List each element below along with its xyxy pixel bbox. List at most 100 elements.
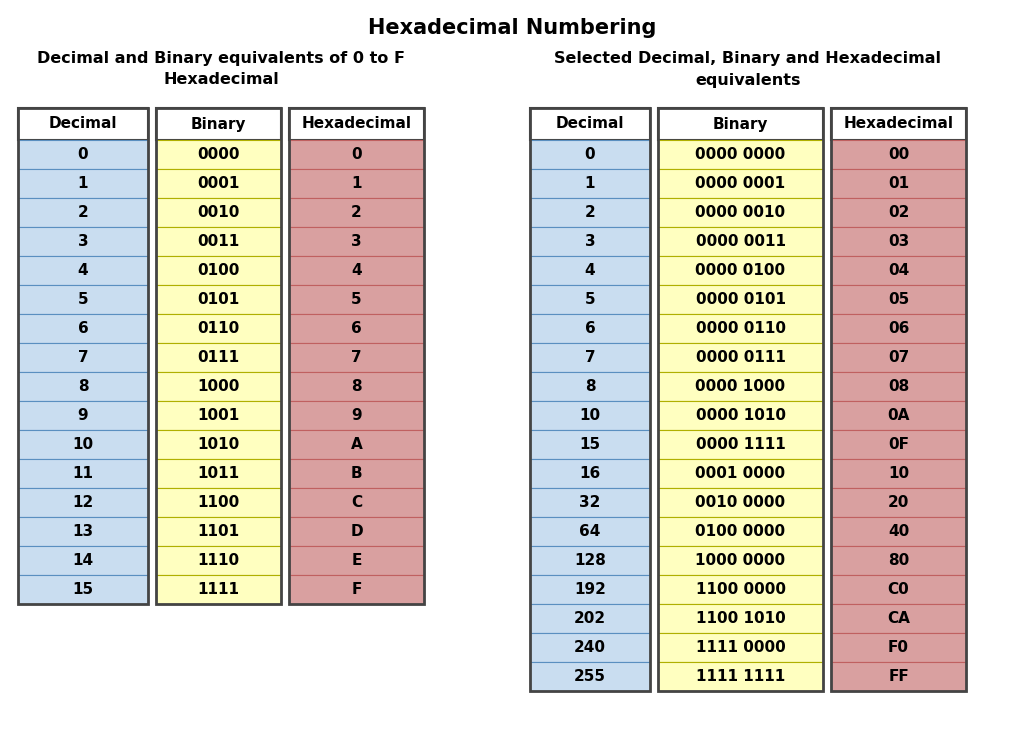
Text: 8: 8 [585,379,595,394]
Bar [658,401,823,430]
Text: 08: 08 [888,379,909,394]
Bar [530,343,650,372]
Bar [18,285,148,314]
Bar [658,604,823,633]
Text: 1100: 1100 [198,495,240,510]
Text: 04: 04 [888,263,909,278]
Bar [156,108,281,604]
Bar [530,662,650,691]
Text: 03: 03 [888,234,909,249]
Bar [289,169,424,198]
Text: 15: 15 [73,582,93,597]
Bar [831,575,966,604]
Bar [18,227,148,256]
Text: F0: F0 [888,640,909,655]
Text: 2: 2 [351,205,361,220]
Text: 7: 7 [351,350,361,365]
Bar [658,140,823,169]
Text: 1111 1111: 1111 1111 [696,669,785,684]
Text: 0: 0 [78,147,88,162]
Bar [658,633,823,662]
Bar [156,575,281,604]
Text: 5: 5 [351,292,361,307]
Text: D: D [350,524,362,539]
Text: equivalents: equivalents [695,72,801,88]
Text: 0: 0 [585,147,595,162]
Text: 6: 6 [78,321,88,336]
Bar [658,314,823,343]
Bar [530,604,650,633]
Bar [658,198,823,227]
Bar [658,227,823,256]
Bar [530,140,650,169]
Text: 14: 14 [73,553,93,568]
Bar [530,169,650,198]
Text: 0000 1010: 0000 1010 [695,408,785,423]
Bar [831,285,966,314]
Text: 6: 6 [351,321,361,336]
Bar [658,430,823,459]
Bar [289,517,424,546]
Bar [658,285,823,314]
Text: 4: 4 [78,263,88,278]
Bar [156,343,281,372]
Bar [831,256,966,285]
Text: 3: 3 [585,234,595,249]
Text: 15: 15 [580,437,600,452]
Bar [530,108,650,140]
Text: 0101: 0101 [198,292,240,307]
Bar [156,256,281,285]
Text: 0000 0011: 0000 0011 [695,234,785,249]
Text: 0000 0111: 0000 0111 [695,350,785,365]
Text: 1000: 1000 [198,379,240,394]
Bar [658,169,823,198]
Bar [831,227,966,256]
Bar [658,546,823,575]
Bar [18,198,148,227]
Bar [530,488,650,517]
Bar [18,488,148,517]
Text: 0000: 0000 [198,147,240,162]
Text: Hexadecimal: Hexadecimal [301,117,412,131]
Bar [530,546,650,575]
Text: 80: 80 [888,553,909,568]
Text: 0100: 0100 [198,263,240,278]
Bar [658,372,823,401]
Bar [658,256,823,285]
Bar [530,227,650,256]
Bar [289,140,424,169]
Bar [658,108,823,691]
Bar [831,401,966,430]
Bar [831,604,966,633]
Text: C: C [351,495,362,510]
Text: 10: 10 [73,437,93,452]
Bar [156,227,281,256]
Text: 7: 7 [585,350,595,365]
Text: 202: 202 [573,611,606,626]
Bar [18,314,148,343]
Bar [831,517,966,546]
Bar [18,108,148,604]
Text: 11: 11 [73,466,93,481]
Text: 32: 32 [580,495,601,510]
Text: 0001: 0001 [198,176,240,191]
Text: 3: 3 [351,234,361,249]
Text: 1110: 1110 [198,553,240,568]
Bar [18,575,148,604]
Bar [18,546,148,575]
Bar [18,459,148,488]
Text: 1101: 1101 [198,524,240,539]
Bar [831,198,966,227]
Text: 0100 0000: 0100 0000 [695,524,785,539]
Bar [289,108,424,140]
Bar [831,108,966,691]
Bar [831,372,966,401]
Bar [156,372,281,401]
Bar [289,256,424,285]
Bar [156,459,281,488]
Text: 1000 0000: 1000 0000 [695,553,785,568]
Bar [658,488,823,517]
Bar [530,108,650,691]
Bar [658,662,823,691]
Text: 4: 4 [585,263,595,278]
